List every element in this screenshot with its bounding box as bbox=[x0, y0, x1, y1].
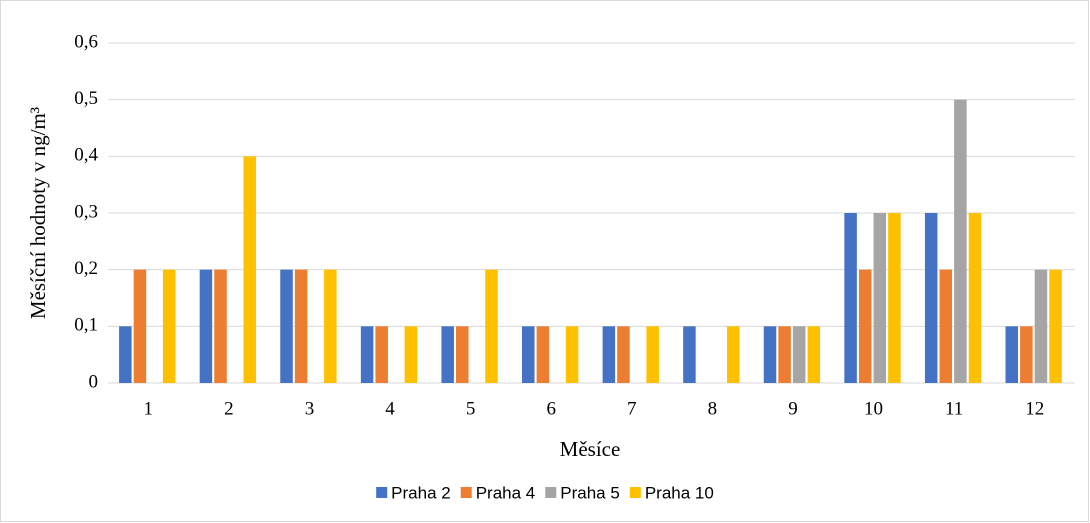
bar bbox=[617, 326, 630, 383]
bar bbox=[1020, 326, 1033, 383]
x-tick-label: 12 bbox=[1025, 398, 1044, 419]
x-axis-title: Měsíce bbox=[560, 437, 621, 461]
bar bbox=[456, 326, 469, 383]
bar bbox=[536, 326, 550, 383]
bar bbox=[646, 326, 659, 383]
x-tick-label: 3 bbox=[305, 398, 315, 419]
y-tick-label: 0,6 bbox=[74, 31, 98, 52]
y-tick-label: 0,3 bbox=[74, 201, 98, 222]
bar bbox=[873, 213, 887, 383]
x-tick-label: 9 bbox=[788, 398, 798, 419]
legend-label: Praha 4 bbox=[476, 483, 536, 502]
y-tick-label: 0 bbox=[89, 371, 99, 392]
bar bbox=[119, 326, 132, 383]
bar bbox=[1049, 269, 1062, 383]
bar bbox=[243, 156, 256, 383]
bar bbox=[162, 269, 176, 383]
bar bbox=[968, 213, 982, 383]
bar bbox=[485, 269, 498, 383]
bar bbox=[763, 326, 777, 383]
bar bbox=[954, 99, 967, 384]
bar bbox=[888, 213, 901, 383]
bar bbox=[858, 269, 872, 383]
bar bbox=[360, 326, 374, 383]
bar bbox=[522, 326, 535, 383]
bar bbox=[1034, 269, 1048, 383]
bar bbox=[133, 269, 147, 383]
x-tick-label: 2 bbox=[224, 398, 234, 419]
bar bbox=[214, 269, 227, 383]
bar bbox=[683, 326, 696, 383]
bar bbox=[441, 326, 454, 383]
legend-label: Praha 5 bbox=[560, 483, 620, 502]
x-tick-label: 5 bbox=[466, 398, 476, 419]
bar bbox=[1005, 326, 1019, 383]
bar bbox=[602, 326, 616, 383]
bar bbox=[844, 213, 857, 383]
legend-label: Praha 2 bbox=[391, 483, 451, 502]
y-tick-label: 0,4 bbox=[74, 145, 98, 166]
legend-swatch bbox=[376, 487, 388, 498]
bar bbox=[565, 326, 579, 383]
bar bbox=[375, 326, 388, 383]
bar bbox=[924, 213, 938, 383]
bar bbox=[404, 326, 418, 383]
x-tick-label: 10 bbox=[864, 398, 883, 419]
y-axis-title: Měsíční hodnoty v ng/m³ bbox=[26, 107, 50, 319]
bar bbox=[939, 269, 953, 383]
legend-swatch bbox=[545, 487, 557, 498]
bar bbox=[792, 326, 806, 383]
x-tick-label: 11 bbox=[945, 398, 963, 419]
legend-swatch bbox=[629, 487, 641, 498]
x-tick-label: 8 bbox=[708, 398, 718, 419]
y-tick-label: 0,5 bbox=[74, 88, 98, 109]
bar bbox=[324, 269, 337, 383]
bar bbox=[280, 269, 293, 383]
x-tick-label: 7 bbox=[627, 398, 637, 419]
x-tick-label: 1 bbox=[144, 398, 154, 419]
bar bbox=[199, 269, 213, 383]
y-tick-label: 0,1 bbox=[74, 315, 98, 336]
y-tick-label: 0,2 bbox=[74, 258, 98, 279]
bar bbox=[807, 326, 821, 383]
legend-label: Praha 10 bbox=[645, 483, 714, 502]
x-tick-label: 4 bbox=[385, 398, 395, 419]
bar bbox=[294, 269, 308, 383]
bar bbox=[778, 326, 791, 383]
bar bbox=[726, 326, 740, 383]
x-tick-label: 6 bbox=[546, 398, 556, 419]
legend-swatch bbox=[460, 487, 472, 498]
